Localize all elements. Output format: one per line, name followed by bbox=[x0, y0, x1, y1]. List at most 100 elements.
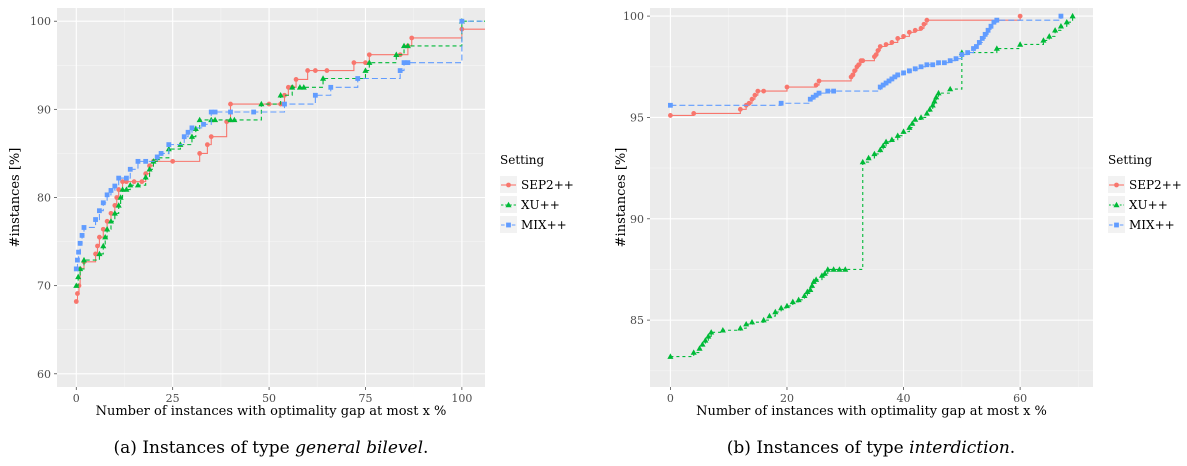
data-point bbox=[766, 312, 773, 319]
data-point bbox=[953, 56, 959, 62]
data-point bbox=[784, 84, 790, 90]
data-point bbox=[112, 203, 118, 208]
data-point bbox=[208, 109, 214, 115]
legend-key bbox=[500, 196, 517, 213]
y-tick-label: 100 bbox=[623, 10, 644, 23]
data-point bbox=[282, 101, 287, 107]
data-point bbox=[813, 92, 819, 98]
data-point bbox=[258, 100, 265, 107]
data-point bbox=[807, 286, 814, 292]
data-point bbox=[104, 218, 110, 224]
data-point bbox=[305, 68, 311, 73]
data-point bbox=[188, 133, 195, 139]
data-point bbox=[1052, 27, 1059, 33]
data-point bbox=[296, 84, 303, 90]
y-axis-label: #instances [%] bbox=[8, 148, 23, 248]
data-point bbox=[936, 60, 941, 66]
data-point bbox=[883, 42, 889, 47]
x-axis-label: Number of instances with optimality gap … bbox=[696, 404, 1047, 419]
data-point bbox=[813, 82, 819, 88]
data-point bbox=[459, 18, 465, 24]
data-point bbox=[73, 266, 79, 272]
data-point bbox=[366, 59, 373, 65]
data-point bbox=[982, 31, 988, 37]
caption-text: (b) Instances of type bbox=[727, 438, 909, 458]
x-axis-label: Number of instances with optimality gap … bbox=[96, 404, 447, 419]
data-point bbox=[73, 282, 80, 288]
x-tick-label: 0 bbox=[667, 392, 674, 405]
data-point bbox=[108, 210, 114, 216]
data-point bbox=[918, 25, 924, 31]
data-point bbox=[93, 251, 98, 257]
legend-title: Setting bbox=[500, 153, 545, 167]
data-point bbox=[181, 134, 187, 140]
y-axis-label: #instances [%] bbox=[614, 148, 629, 248]
data-point bbox=[749, 96, 755, 102]
data-point bbox=[924, 62, 930, 68]
data-point bbox=[189, 125, 195, 131]
data-point bbox=[401, 60, 407, 66]
data-point bbox=[836, 266, 843, 272]
data-point bbox=[97, 208, 102, 214]
data-point bbox=[901, 33, 906, 39]
legend-label: XU++ bbox=[1129, 198, 1168, 212]
data-point bbox=[117, 194, 124, 200]
data-point bbox=[912, 66, 918, 72]
data-point bbox=[921, 21, 927, 27]
data-point bbox=[807, 96, 813, 102]
data-point bbox=[842, 266, 849, 272]
data-point bbox=[1069, 12, 1076, 19]
data-point bbox=[830, 266, 837, 272]
data-point bbox=[224, 119, 230, 125]
x-tick-label: 40 bbox=[897, 392, 911, 405]
data-point bbox=[1040, 37, 1047, 43]
data-point bbox=[79, 233, 85, 238]
legend-marker bbox=[1113, 201, 1120, 208]
data-point bbox=[154, 154, 160, 160]
data-point bbox=[277, 92, 284, 98]
data-point bbox=[912, 27, 918, 33]
data-point bbox=[196, 116, 203, 123]
data-point bbox=[929, 102, 936, 108]
legend-key bbox=[1108, 196, 1125, 213]
data-point bbox=[875, 48, 881, 53]
data-point bbox=[228, 109, 233, 115]
data-point bbox=[801, 292, 808, 299]
data-point bbox=[116, 187, 122, 192]
data-point bbox=[93, 217, 98, 222]
data-point bbox=[947, 58, 953, 64]
series-mixpp bbox=[73, 18, 485, 272]
data-point bbox=[668, 102, 673, 108]
chart-b: 0 20 40 60 85 90 95 100 Number of instances with… bbox=[614, 8, 1182, 458]
data-point bbox=[894, 132, 901, 138]
legend: Setting SEP2++ XU++ MIX++ bbox=[500, 153, 574, 233]
data-point bbox=[363, 60, 368, 66]
data-point bbox=[231, 116, 238, 123]
data-point bbox=[312, 68, 318, 73]
legend-key bbox=[1108, 216, 1125, 233]
data-point bbox=[865, 154, 872, 161]
data-point bbox=[760, 316, 767, 323]
data-point bbox=[912, 116, 919, 122]
data-point bbox=[289, 84, 296, 90]
data-point bbox=[208, 134, 214, 140]
data-point bbox=[114, 195, 120, 200]
caption-emphasis: general bilevel bbox=[295, 438, 423, 458]
x-tick-label: 20 bbox=[780, 392, 794, 405]
data-point bbox=[959, 52, 965, 58]
data-point bbox=[328, 84, 334, 90]
data-point bbox=[979, 36, 985, 41]
plot-panel bbox=[650, 8, 1093, 387]
x-tick-label: 75 bbox=[358, 392, 372, 405]
legend-key bbox=[1108, 176, 1125, 193]
data-point bbox=[100, 226, 106, 232]
x-tick-label: 0 bbox=[73, 392, 80, 405]
data-point bbox=[901, 70, 906, 76]
series-sep2pp bbox=[668, 13, 1023, 118]
data-point bbox=[212, 109, 218, 115]
data-point bbox=[690, 349, 697, 355]
x-tick-label: 50 bbox=[262, 392, 276, 405]
data-point bbox=[877, 84, 883, 90]
data-point bbox=[705, 333, 712, 339]
